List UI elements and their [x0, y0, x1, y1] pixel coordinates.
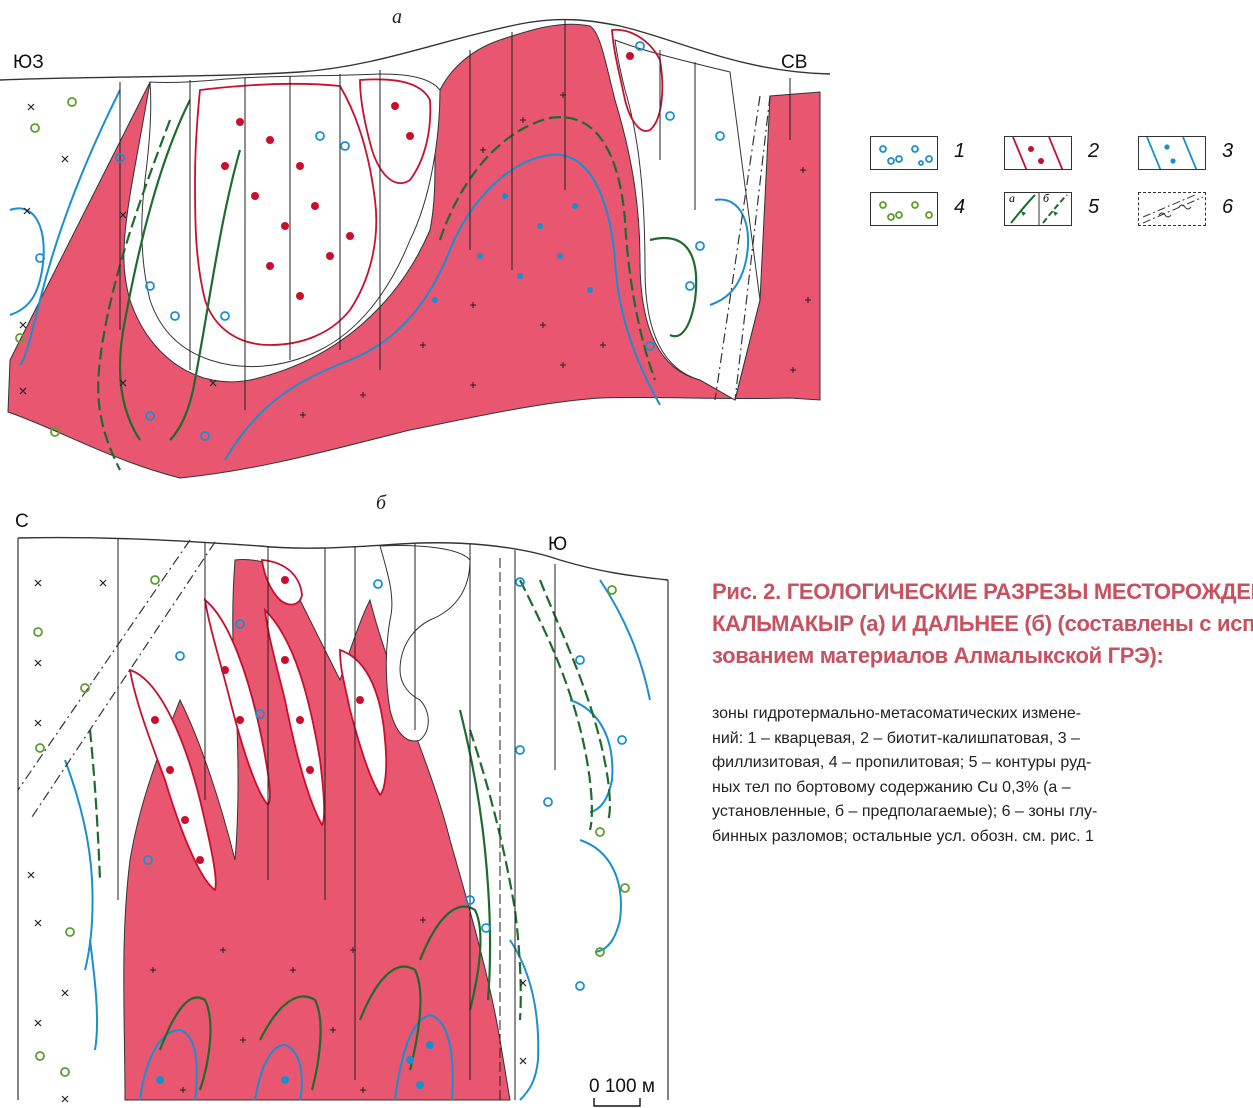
ore-body-contour-icon: а б	[1004, 192, 1072, 226]
section-a-left-label: ЮЗ	[13, 52, 44, 73]
caption-body-line: зоны гидротермально-метасоматических изм…	[712, 705, 1082, 722]
legend-5-sub-b: б	[1043, 192, 1050, 205]
section-b-left-label: С	[15, 511, 29, 532]
section-b-upper-alteration-zone	[379, 545, 471, 742]
section-b-host-rock-marks	[27, 579, 527, 1103]
legend-item-2: 2	[1004, 136, 1204, 172]
section-a-propylite-symbols	[15, 97, 77, 437]
section-a-ore-body-contour-right	[649, 237, 698, 338]
caption-title-line: Рис. 2. ГЕОЛОГИЧЕСКИЕ РАЗРЕЗЫ МЕСТОРОЖДЕ…	[712, 579, 1253, 604]
section-a-drill-holes	[119, 20, 791, 410]
section-b-drill-holes	[117, 538, 556, 1100]
section-a-fault-zone	[714, 95, 771, 401]
section-b-right-label: Ю	[548, 534, 568, 555]
deep-fault-zone-icon	[1138, 192, 1206, 226]
caption-title-line: зованием материалов Алмалыкской ГРЭ):	[712, 643, 1164, 668]
legend: 1 2 3 4 а б 5 6	[870, 136, 1253, 246]
caption-body-line: ний: 1 – кварцевая, 2 – биотит-калишпато…	[712, 729, 1080, 747]
section-b-phyllic-dots	[156, 1041, 434, 1089]
legend-5-sub-a: а	[1009, 192, 1015, 205]
figure-caption-body: зоны гидротермально-метасоматических изм…	[712, 702, 1253, 849]
phyllic-zone-icon	[1138, 136, 1206, 170]
section-a-biotite-dots	[221, 52, 634, 300]
scale-bar-label: 0 100 м	[589, 1076, 655, 1097]
section-a-biotite-zone-upper	[359, 78, 432, 185]
section-a-cross-section	[0, 18, 831, 479]
legend-item-4: 4	[870, 192, 1070, 228]
legend-number-6: 6	[1222, 196, 1234, 218]
propylitic-zone-icon	[870, 192, 938, 226]
section-a-ore-body-contour	[438, 116, 657, 381]
section-a-ore-body-contour-inner	[169, 149, 242, 441]
section-a-intrusion-body	[7, 23, 821, 479]
section-a-biotite-zone-right	[611, 28, 664, 132]
section-a-surface-line	[0, 18, 831, 81]
scale-bar: 0 100 м	[589, 1076, 689, 1108]
section-b-surface-line	[17, 536, 669, 581]
section-a-left-quartz-contour	[19, 89, 121, 366]
legend-item-5: а б 5	[1004, 192, 1204, 228]
section-a-left-quartz-arc	[9, 207, 45, 316]
legend-number-1: 1	[954, 140, 966, 162]
section-a-quartz-symbols	[35, 41, 725, 441]
caption-body-line: бинных разломов; остальные усл. обозн. с…	[712, 827, 1094, 845]
section-b-biotite-wedge-1	[128, 668, 217, 892]
section-a-right-label: СВ	[781, 52, 808, 73]
legend-number-5: 5	[1088, 196, 1100, 218]
legend-item-1: 1	[870, 136, 1070, 172]
scale-bar-line	[593, 1098, 641, 1107]
legend-number-4: 4	[954, 196, 966, 218]
section-a-phyllic-dots	[432, 193, 593, 303]
caption-body-line: ных тел по бортовому содержанию Cu 0,3% …	[712, 778, 1071, 796]
section-a-ore-body-contour-left-dashed	[97, 119, 172, 471]
legend-item-3: 3	[1138, 136, 1253, 172]
section-b-quartz-contours	[64, 579, 651, 1101]
section-b-biotite-wedge-4	[339, 648, 388, 797]
section-a-panel-label: а	[392, 6, 402, 28]
section-a-quartz-contour	[224, 153, 661, 461]
quartz-zone-icon	[870, 136, 938, 170]
section-b-fault-zone	[17, 539, 216, 821]
caption-body-line: филлизитовая, 4 – пропилитовая; 5 – конт…	[712, 754, 1092, 771]
section-a-right-quartz-arc	[709, 198, 750, 306]
section-b-cross-section	[17, 536, 669, 1103]
section-b-intrusion-crosses	[150, 917, 426, 1093]
section-b-quartz-symbols	[143, 577, 627, 991]
section-a-host-rock-marks	[19, 103, 217, 395]
legend-number-3: 3	[1222, 140, 1234, 162]
figure-caption-title: Рис. 2. ГЕОЛОГИЧЕСКИЕ РАЗРЕЗЫ МЕСТОРОЖДЕ…	[712, 576, 1253, 672]
caption-body-line: установленные, б – предполагаемые); 6 – …	[712, 803, 1098, 820]
biotite-zone-icon	[1004, 136, 1072, 170]
legend-item-6: 6	[1138, 192, 1253, 228]
caption-title-line: КАЛЬМАКЫР (а) И ДАЛЬНЕЕ (б) (составлены …	[712, 611, 1253, 636]
section-b-biotite-dots	[151, 576, 364, 864]
section-b-propylite-symbols	[33, 575, 630, 1077]
section-a-intrusion-crosses	[300, 92, 811, 418]
section-b-panel-label: б	[376, 492, 387, 514]
section-a-ore-body-contour-left	[118, 99, 191, 441]
legend-number-2: 2	[1088, 140, 1100, 162]
